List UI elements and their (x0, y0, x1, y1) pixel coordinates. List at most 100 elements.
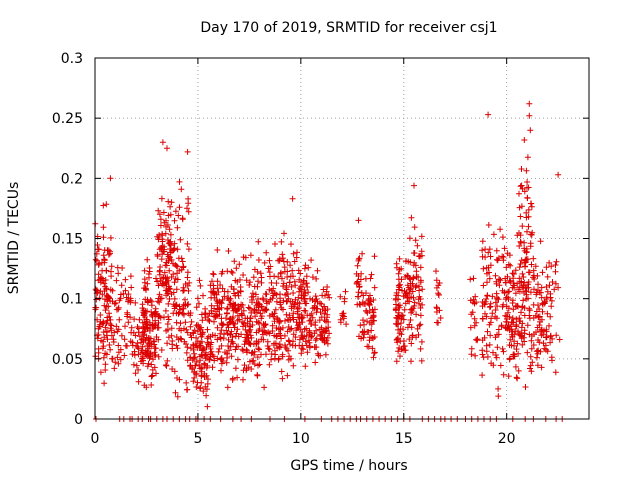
data-point (279, 375, 286, 382)
data-point (404, 282, 411, 289)
data-point (197, 282, 204, 289)
data-point (236, 261, 243, 268)
data-point (286, 279, 293, 286)
data-point (230, 320, 237, 327)
data-point (525, 206, 532, 213)
data-point (514, 340, 521, 347)
data-point (115, 270, 122, 277)
data-point (241, 362, 248, 369)
data-point (416, 322, 423, 329)
data-point (243, 277, 250, 284)
data-point (228, 328, 235, 335)
data-point (196, 277, 203, 284)
data-point (468, 351, 475, 358)
data-point (170, 301, 177, 308)
data-point (135, 345, 142, 352)
data-point (543, 334, 549, 341)
data-point (297, 270, 304, 277)
data-point (531, 276, 538, 282)
data-point (521, 259, 528, 266)
data-point (504, 250, 511, 257)
data-point (526, 100, 533, 107)
data-point (249, 322, 256, 328)
data-point (490, 349, 496, 356)
data-point (165, 300, 172, 307)
data-point (494, 303, 501, 310)
data-point (157, 264, 164, 270)
data-point (176, 309, 183, 316)
data-point (493, 354, 500, 361)
data-point (248, 334, 255, 341)
data-point (203, 372, 210, 379)
data-point (102, 277, 109, 283)
data-point (122, 323, 128, 330)
data-point (419, 301, 426, 308)
data-point (288, 241, 294, 248)
data-point (202, 361, 208, 368)
data-point (207, 333, 214, 340)
data-point (235, 343, 242, 350)
data-point (406, 235, 413, 242)
data-point (210, 271, 217, 278)
data-point (518, 309, 524, 316)
data-point (537, 238, 544, 245)
data-point (371, 349, 378, 356)
data-point (260, 296, 267, 303)
data-point (123, 294, 130, 301)
data-point (495, 385, 502, 392)
data-point (250, 274, 257, 281)
data-point (408, 214, 415, 221)
data-point (469, 309, 476, 316)
data-point (290, 338, 296, 345)
data-point (148, 373, 155, 380)
data-point (158, 295, 165, 302)
data-point (484, 292, 491, 299)
data-point (271, 355, 278, 362)
data-point (100, 224, 107, 231)
data-point (416, 253, 423, 260)
data-point (177, 320, 184, 327)
x-tick-label: 20 (498, 431, 516, 447)
data-point (257, 310, 264, 317)
data-point (174, 375, 180, 381)
data-point (144, 299, 151, 306)
data-point (472, 293, 479, 300)
data-point (198, 338, 205, 345)
data-point (296, 305, 302, 311)
data-point (108, 322, 115, 329)
data-point (227, 343, 234, 350)
data-point (184, 205, 190, 212)
data-point (132, 370, 139, 377)
data-point (113, 277, 120, 284)
data-point (486, 275, 493, 282)
data-point (174, 276, 181, 283)
data-point (165, 313, 172, 320)
data-point (255, 362, 261, 369)
data-point (108, 332, 115, 339)
data-point (262, 321, 269, 327)
data-point (289, 298, 296, 305)
data-point (174, 263, 181, 270)
x-tick-label: 0 (91, 431, 100, 447)
data-point (178, 336, 185, 343)
data-point (156, 271, 163, 278)
data-point (113, 323, 120, 330)
data-point (251, 266, 258, 273)
data-point (281, 230, 287, 237)
data-point (479, 253, 486, 260)
data-point (418, 233, 425, 240)
data-point (519, 304, 526, 311)
data-point (517, 332, 524, 339)
data-point (281, 332, 288, 339)
data-point (175, 255, 182, 262)
data-point (434, 319, 440, 326)
data-point (364, 318, 370, 325)
data-point (518, 166, 525, 172)
data-point (308, 334, 314, 340)
data-point (237, 288, 244, 295)
data-point (141, 325, 148, 332)
data-point (163, 262, 170, 269)
data-point (200, 388, 207, 395)
y-axis-label: SRMTID / TECUs (6, 182, 22, 295)
